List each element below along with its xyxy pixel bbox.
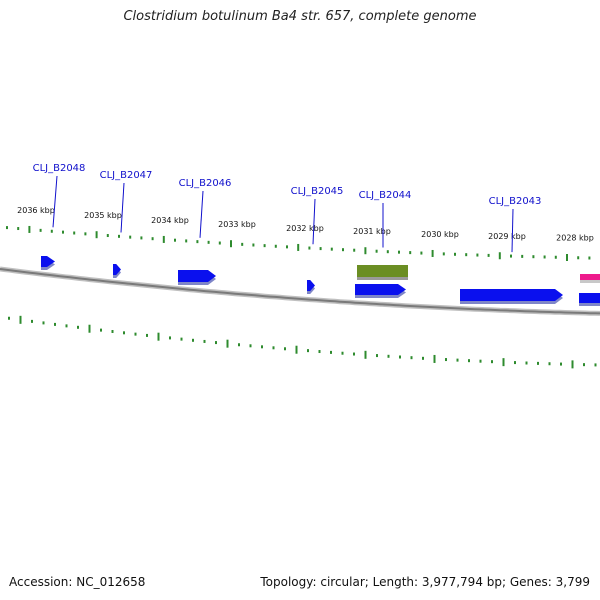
gene-leader-line: [511, 208, 514, 253]
gene-leader-line: [199, 190, 204, 238]
gene-feature-misc[interactable]: [580, 274, 600, 280]
gene-feature-cds[interactable]: [460, 289, 563, 301]
accession-label: Accession: NC_012658: [9, 575, 146, 589]
gene-label[interactable]: CLJ_B2048: [33, 163, 86, 174]
gene-label[interactable]: CLJ_B2045: [291, 186, 344, 197]
gene-label[interactable]: CLJ_B2046: [179, 178, 232, 189]
gene-label[interactable]: CLJ_B2047: [100, 170, 153, 181]
gene-feature-rna[interactable]: [357, 265, 408, 277]
scale-label: 2029 kbp: [488, 232, 526, 241]
gene-leader-line: [120, 182, 125, 233]
gene-leader-line: [312, 198, 316, 245]
gene-feature-cds[interactable]: [579, 293, 600, 303]
scale-label: 2034 kbp: [151, 216, 189, 225]
scale-label: 2031 kbp: [353, 227, 391, 236]
genome-summary: Topology: circular; Length: 3,977,794 bp…: [260, 575, 590, 589]
scale-label: 2035 kbp: [84, 211, 122, 220]
scale-label: 2036 kbp: [17, 206, 55, 215]
scale-label: 2033 kbp: [218, 220, 256, 229]
genome-title: Clostridium botulinum Ba4 str. 657, comp…: [123, 9, 477, 24]
scale-label: 2028 kbp: [556, 234, 594, 243]
gene-label[interactable]: CLJ_B2044: [359, 190, 412, 201]
scale-label: 2032 kbp: [286, 224, 324, 233]
genome-backbone: [0, 268, 600, 315]
gene-label[interactable]: CLJ_B2043: [489, 196, 542, 207]
gene-feature-cds[interactable]: [355, 284, 406, 295]
scale-label: 2030 kbp: [421, 230, 459, 239]
gene-leader-line: [52, 175, 58, 228]
gene-feature-cds[interactable]: [178, 270, 216, 282]
gene-feature-cds[interactable]: [113, 264, 121, 275]
gene-feature-cds[interactable]: [41, 256, 55, 267]
gene-feature-cds[interactable]: [307, 280, 315, 291]
